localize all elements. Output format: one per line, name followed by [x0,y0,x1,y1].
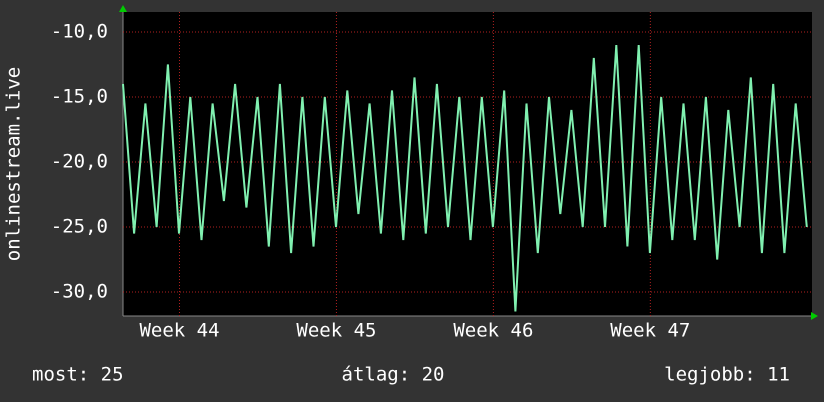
y-tick-label: -25,0 [51,215,108,237]
y-arrow [119,5,127,12]
x-tick-label: Week 44 [139,320,219,342]
x-tick-label: Week 45 [296,320,376,342]
data-line [122,44,808,312]
y-tick-label: -30,0 [51,280,108,302]
y-axis-label: onlinestream.live [3,67,25,261]
x-tick-label: Week 46 [453,320,533,342]
x-tick-label: Week 47 [610,320,690,342]
x-arrow [811,312,818,320]
y-tick-label: -10,0 [51,21,108,43]
y-tick-label: -20,0 [51,150,108,172]
footer-best: legjobb: 11 [664,364,790,386]
footer-average: átlag: 20 [342,364,445,386]
y-tick-label: -15,0 [51,86,108,108]
plot-area [123,12,812,316]
footer-current: most: 25 [32,364,124,386]
